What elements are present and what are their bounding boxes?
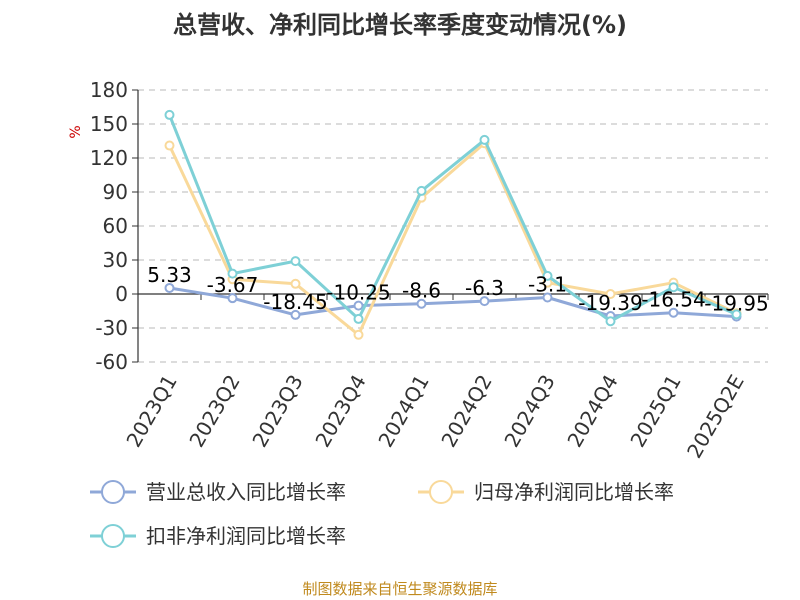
chart-title: 总营收、净利同比增长率季度变动情况(%) — [173, 11, 627, 39]
series-point — [668, 307, 679, 318]
series-point — [353, 329, 364, 340]
series-point — [290, 309, 301, 320]
grid-lines — [138, 89, 768, 363]
series-line — [169, 286, 737, 319]
y-tick-label: 60 — [103, 214, 128, 238]
y-tick-label: 120 — [90, 146, 128, 170]
series-point — [479, 296, 490, 307]
legend-swatch-marker — [429, 480, 453, 504]
series-point — [416, 185, 427, 196]
data-label: -18.45 — [263, 290, 327, 314]
legend-label: 营业总收入同比增长率 — [146, 480, 346, 504]
y-tick-label: 30 — [103, 248, 128, 272]
series-point — [479, 134, 490, 145]
legend-swatch-marker — [101, 480, 125, 504]
data-label: -3.67 — [207, 273, 259, 297]
x-tick-label: 2023Q4 — [310, 371, 370, 452]
y-tick-label: 0 — [115, 282, 128, 306]
y-axis-unit-label: % — [68, 125, 84, 138]
y-tick-label: 150 — [90, 112, 128, 136]
series-point — [164, 282, 175, 293]
data-label: -19.39 — [578, 291, 642, 315]
x-tick-label: 2024Q1 — [373, 371, 433, 452]
series-lines — [164, 109, 742, 340]
series-point — [731, 309, 742, 320]
series-line — [168, 141, 738, 337]
x-tick-label: 2024Q2 — [436, 371, 496, 452]
series-point — [605, 289, 616, 299]
legend-label: 扣非净利润同比增长率 — [146, 524, 346, 548]
x-tick-label: 2023Q1 — [121, 371, 181, 452]
series-point — [290, 256, 301, 267]
series-point — [227, 268, 238, 279]
data-label: -3.1 — [528, 273, 567, 297]
x-tick-label: 2024Q4 — [562, 371, 622, 452]
y-tick-labels: 180 150 120 90 60 30 0 -30 -60 — [90, 78, 128, 374]
x-tick-label: 2025Q2E — [682, 371, 749, 463]
series-point — [605, 316, 616, 327]
series-point — [353, 313, 364, 324]
data-labels: 5.33 -3.67-18.45-10.25 -8.6 -6.3 -3.1-19.39-… — [147, 263, 769, 316]
x-tick-label: 2024Q3 — [499, 371, 559, 452]
series-point — [227, 293, 238, 304]
series-line — [168, 114, 738, 323]
x-tick-label: 2023Q2 — [184, 371, 244, 452]
series-point — [542, 270, 553, 281]
data-label: -19.95 — [704, 292, 768, 316]
series-point — [290, 278, 301, 289]
y-tick-label: 180 — [90, 78, 128, 102]
data-label: -16.54 — [641, 288, 705, 312]
y-tick-label: -30 — [95, 316, 128, 340]
x-tick-labels: 2023Q1 2023Q2 2023Q3 2023Q4 2024Q1 2024Q2 2024… — [121, 371, 748, 463]
source-note: 制图数据来自恒生聚源数据库 — [302, 580, 497, 598]
data-label: -10.25 — [326, 281, 390, 305]
x-tick-label: 2023Q3 — [247, 371, 307, 452]
data-label: -6.3 — [465, 276, 504, 300]
series-point — [668, 282, 679, 293]
series-point — [164, 109, 175, 120]
legend-swatch-marker — [101, 524, 125, 548]
data-label: 5.33 — [147, 263, 192, 287]
series-point — [416, 298, 427, 309]
series-point — [164, 140, 175, 151]
y-tick-label: 90 — [103, 180, 128, 204]
x-tick-label: 2025Q1 — [625, 371, 685, 452]
y-tick-label: -60 — [95, 350, 128, 374]
legend-label: 归母净利润同比增长率 — [474, 480, 674, 504]
series-point — [353, 300, 364, 311]
data-label: -8.6 — [402, 279, 441, 303]
series-point — [542, 292, 553, 303]
